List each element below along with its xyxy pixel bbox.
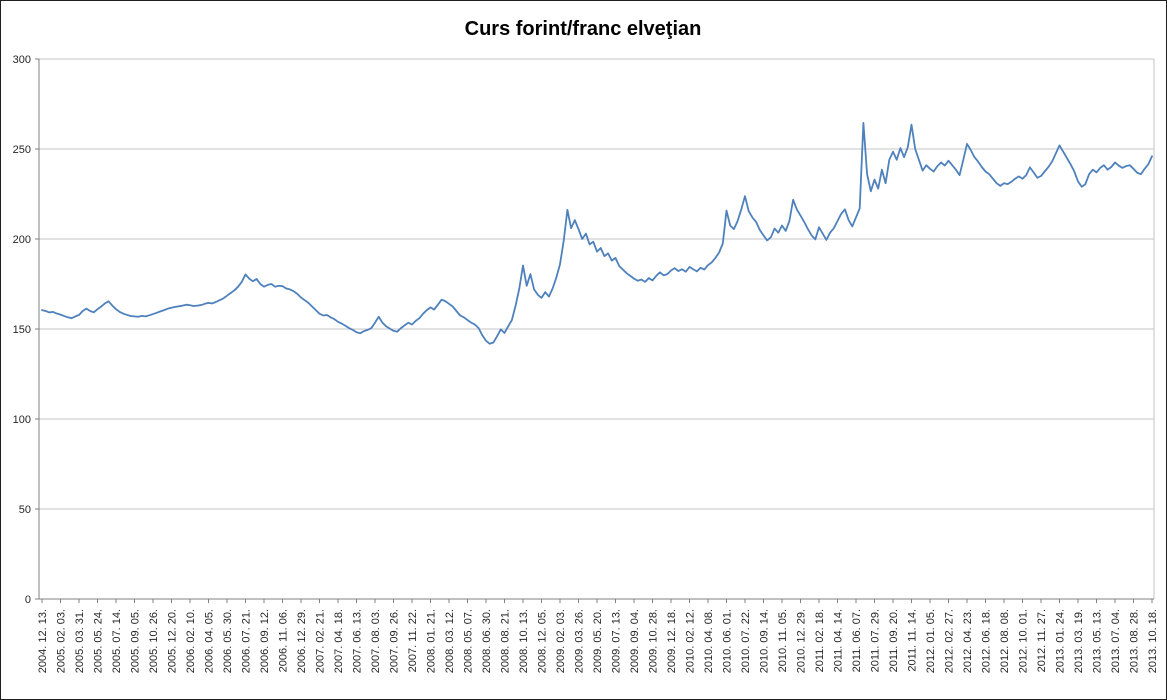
x-axis-label: 2012. 08. 08.	[999, 609, 1011, 673]
x-axis-label: 2005. 02. 03.	[56, 609, 68, 673]
x-axis-label: 2011. 02. 18.	[814, 609, 826, 672]
x-axis-label: 2006. 05. 30.	[222, 609, 234, 673]
x-axis-label: 2013. 05. 13.	[1092, 609, 1104, 673]
x-axis-label: 2007. 08. 03.	[370, 609, 382, 673]
gridlines	[39, 58, 1155, 599]
x-axis-label: 2012. 02. 27.	[944, 609, 956, 673]
x-axis-label: 2006. 07. 21.	[241, 609, 253, 673]
x-axis-label: 2010. 09. 14.	[759, 609, 771, 673]
x-axis-label: 2010. 02. 12.	[685, 609, 697, 673]
y-axis-label: 250	[13, 144, 31, 156]
x-axis-label: 2008. 03. 12.	[444, 609, 456, 673]
x-axis-label: 2009. 05. 20.	[592, 609, 604, 673]
series-line	[41, 122, 1153, 345]
x-axis-label: 2012. 11. 27.	[1036, 609, 1048, 672]
y-axis-label: 100	[13, 414, 31, 426]
x-axis-label: 2005. 03. 31.	[74, 609, 86, 673]
chart-title: Curs forint/franc elveţian	[465, 18, 702, 40]
x-axis-label: 2011. 06. 07.	[851, 609, 863, 672]
x-axis-label: 2006. 11. 06.	[278, 609, 290, 672]
x-axis-label: 2009. 10. 28.	[648, 609, 660, 673]
x-axis-label: 2004. 12. 13.	[37, 609, 49, 673]
x-axis-label: 2013. 07. 04.	[1110, 609, 1122, 673]
y-axis-label: 200	[13, 234, 31, 246]
x-axis-label: 2010. 12. 29.	[796, 609, 808, 673]
x-axis-label: 2011. 11. 14.	[907, 609, 919, 672]
x-axis-label: 2005. 10. 26.	[148, 609, 160, 673]
y-axis-label: 300	[13, 54, 31, 66]
x-axis-label: 2007. 04. 18.	[333, 609, 345, 673]
y-axis-label: 50	[19, 504, 31, 516]
x-axis-label: 2010. 06. 01.	[722, 609, 734, 673]
y-axis-label: 0	[25, 594, 31, 606]
x-axis-label: 2008. 08. 21.	[500, 609, 512, 673]
x-axis-label: 2008. 01. 21.	[426, 609, 438, 673]
x-axis-label: 2010. 11. 05.	[777, 609, 789, 672]
axes	[35, 58, 1154, 603]
x-axis-label: 2005. 12. 20.	[167, 609, 179, 673]
x-axis-label: 2009. 09. 04.	[629, 609, 641, 673]
x-axis-label: 2012. 04. 23.	[962, 609, 974, 673]
x-axis-label: 2005. 09. 05.	[130, 609, 142, 673]
x-axis-label: 2006. 02. 10.	[185, 609, 197, 673]
x-axis-label: 2010. 04. 08.	[703, 609, 715, 673]
x-axis-label: 2008. 06. 30.	[481, 609, 493, 673]
x-axis-label: 2011. 07. 29.	[870, 609, 882, 672]
x-axis-label: 2005. 07. 14.	[111, 609, 123, 673]
x-axis-label: 2008. 10. 13.	[518, 609, 530, 673]
x-axis-label: 2007. 02. 21.	[315, 609, 327, 673]
x-axis-label: 2006. 09. 12.	[259, 609, 271, 673]
x-axis-label: 2009. 12. 18.	[666, 609, 678, 673]
x-axis-labels: 2004. 12. 13. 2005. 02. 03. 2005. 03. 31. 2…	[37, 609, 1159, 673]
x-axis-label: 2013. 10. 18.	[1147, 609, 1159, 673]
y-axis-labels: 0 50 100 150 200 250 300	[13, 54, 31, 606]
y-axis-label: 150	[13, 324, 31, 336]
x-axis-label: 2007. 09. 26.	[389, 609, 401, 673]
x-axis-label: 2013. 01. 24.	[1055, 609, 1067, 673]
x-axis-label: 2009. 03. 26.	[574, 609, 586, 673]
x-axis-label: 2006. 12. 29.	[296, 609, 308, 673]
x-axis-label: 2005. 05. 24.	[93, 609, 105, 673]
x-axis-label: 2012. 06. 18.	[981, 609, 993, 673]
x-axis-label: 2009. 07. 13.	[611, 609, 623, 673]
x-axis-label: 2011. 04. 14.	[833, 609, 845, 672]
x-axis-label: 2011. 09. 20.	[888, 609, 900, 672]
x-axis-label: 2007. 11. 22.	[407, 609, 419, 672]
x-axis-label: 2008. 12. 05.	[537, 609, 549, 673]
x-axis-label: 2012. 01. 05.	[925, 609, 937, 673]
x-axis-label: 2009. 02. 03.	[555, 609, 567, 673]
x-axis-label: 2006. 04. 05.	[204, 609, 216, 673]
x-axis-label: 2013. 08. 28.	[1129, 609, 1141, 673]
x-axis-label: 2010. 07. 22.	[740, 609, 752, 673]
x-axis-label: 2012. 10. 01.	[1018, 609, 1030, 673]
x-axis-label: 2007. 06. 13.	[352, 609, 364, 673]
x-axis-label: 2008. 05. 07.	[463, 609, 475, 673]
x-axis-label: 2013. 03. 19.	[1073, 609, 1085, 673]
